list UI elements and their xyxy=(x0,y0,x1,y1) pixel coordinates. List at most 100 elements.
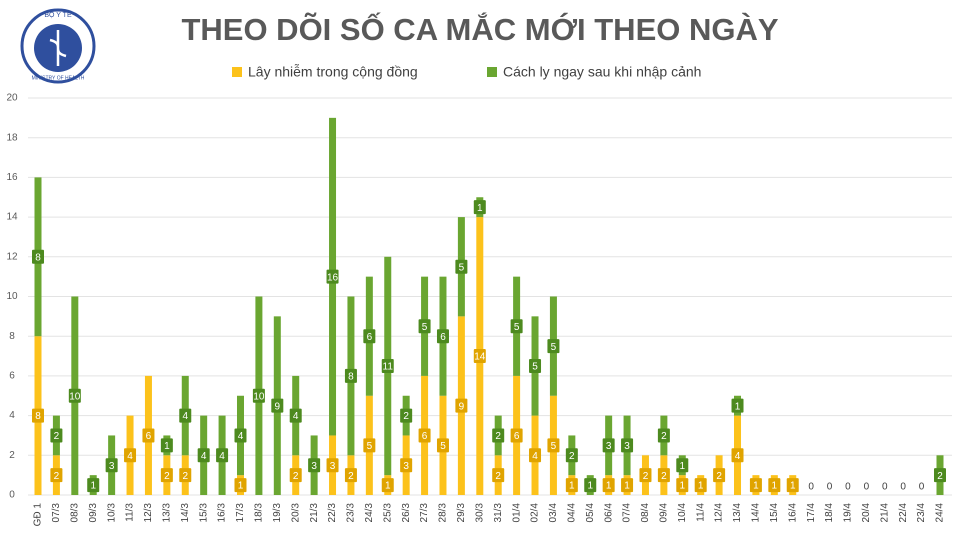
value-label: 3 xyxy=(606,441,612,452)
x-tick-label: 06/4 xyxy=(603,503,614,523)
value-label: 5 xyxy=(551,441,557,452)
y-tick-label: 14 xyxy=(6,212,18,223)
value-label: 2 xyxy=(661,431,667,442)
y-tick-label: 16 xyxy=(6,172,18,183)
value-label: 0 xyxy=(882,482,888,493)
value-label-box xyxy=(510,428,523,443)
value-label-box xyxy=(381,358,394,373)
x-tick-label: 23/3 xyxy=(346,503,357,523)
x-tick-label: 20/4 xyxy=(861,503,872,523)
logo-symbol xyxy=(49,30,67,66)
x-tick-label: 10/3 xyxy=(106,503,117,523)
value-label-box xyxy=(547,438,560,453)
value-label-box xyxy=(32,408,44,423)
x-tick-label: 22/4 xyxy=(898,503,909,523)
value-label: 8 xyxy=(35,252,41,263)
x-tick-label: 23/4 xyxy=(916,503,927,523)
value-label: 1 xyxy=(772,481,778,492)
x-tick-label: 24/4 xyxy=(935,503,946,523)
y-tick-label: 8 xyxy=(9,331,15,342)
value-label: 0 xyxy=(900,482,906,493)
x-tick-label: 22/3 xyxy=(327,503,338,523)
value-label: 4 xyxy=(127,451,133,462)
value-label-box xyxy=(786,478,799,493)
value-label: 10 xyxy=(253,391,265,402)
value-label: 6 xyxy=(440,332,446,343)
value-label: 6 xyxy=(146,431,152,442)
x-tick-label: 04/4 xyxy=(566,503,577,523)
value-label: 11 xyxy=(383,362,394,373)
x-tick-label: 16/3 xyxy=(217,503,228,523)
value-label-box xyxy=(381,478,394,493)
x-tick-label: 05/4 xyxy=(585,503,596,523)
value-label: 2 xyxy=(495,431,501,442)
value-label: 1 xyxy=(698,481,704,492)
value-label-box xyxy=(934,468,946,483)
value-label-box xyxy=(216,448,229,463)
value-label-box xyxy=(731,448,744,463)
value-label-box xyxy=(602,478,615,493)
value-label-box xyxy=(473,349,486,364)
x-tick-label: 11/3 xyxy=(125,503,136,522)
value-label: 5 xyxy=(459,262,465,273)
value-label-box xyxy=(179,408,192,423)
x-tick-label: 26/3 xyxy=(401,503,412,523)
legend-swatch xyxy=(487,67,497,77)
value-label: 1 xyxy=(164,441,170,452)
legend-swatch xyxy=(232,67,242,77)
x-tick-label: 07/4 xyxy=(622,503,633,523)
value-label-box xyxy=(492,428,505,443)
y-tick-label: 12 xyxy=(6,251,18,262)
value-label: 4 xyxy=(293,411,299,422)
legend-label: Lây nhiễm trong cộng đồng xyxy=(248,64,418,80)
value-label: 1 xyxy=(587,481,593,492)
chart-title: THEO DÕI SỐ CA MẮC MỚI THEO NGÀY xyxy=(181,11,778,47)
value-label-box xyxy=(602,438,615,453)
value-label-box xyxy=(621,438,634,453)
value-label-box xyxy=(657,428,670,443)
value-label-box xyxy=(455,259,468,274)
x-tick-label: 09/3 xyxy=(88,503,99,523)
value-label-box xyxy=(142,428,155,443)
value-label: 1 xyxy=(606,481,612,492)
x-tick-label: 15/3 xyxy=(198,503,209,523)
value-label-box xyxy=(436,438,449,453)
x-tick-label: 16/4 xyxy=(787,503,798,523)
x-tick-label: 18/3 xyxy=(254,503,265,523)
value-label: 2 xyxy=(293,471,299,482)
y-tick-label: 10 xyxy=(6,291,18,302)
value-label: 1 xyxy=(477,203,483,214)
x-tick-label: 27/3 xyxy=(419,503,430,523)
value-label: 3 xyxy=(330,461,336,472)
value-label-box xyxy=(105,458,118,473)
logo: BỘ Y TẾ MINISTRY OF HEALTH xyxy=(20,8,96,84)
x-tick-label: 20/3 xyxy=(290,503,301,523)
value-label: 9 xyxy=(459,401,465,412)
value-label: 5 xyxy=(440,441,446,452)
value-label: 3 xyxy=(403,461,409,472)
value-label-box xyxy=(473,200,486,215)
x-tick-label: 11/4 xyxy=(695,503,706,522)
x-tick-label: 12/3 xyxy=(143,503,154,523)
value-label: 3 xyxy=(624,441,630,452)
value-label: 4 xyxy=(532,451,538,462)
value-label: 3 xyxy=(109,461,115,472)
value-label: 2 xyxy=(54,431,60,442)
value-label-box xyxy=(565,448,578,463)
value-label: 1 xyxy=(753,481,759,492)
x-tick-label: 14/3 xyxy=(180,503,191,523)
x-tick-label: 03/4 xyxy=(548,503,559,523)
value-label: 2 xyxy=(164,471,170,482)
value-label: 9 xyxy=(275,401,281,412)
value-label: 1 xyxy=(680,481,686,492)
y-tick-label: 18 xyxy=(6,132,18,143)
value-label: 0 xyxy=(808,482,814,493)
value-label-box xyxy=(326,458,339,473)
y-tick-label: 4 xyxy=(9,410,15,421)
value-label: 1 xyxy=(569,481,575,492)
value-label-box xyxy=(326,269,339,284)
x-tick-label: 21/3 xyxy=(309,503,320,523)
value-label: 2 xyxy=(182,471,188,482)
value-label-box xyxy=(529,358,542,373)
value-label: 0 xyxy=(919,482,925,493)
